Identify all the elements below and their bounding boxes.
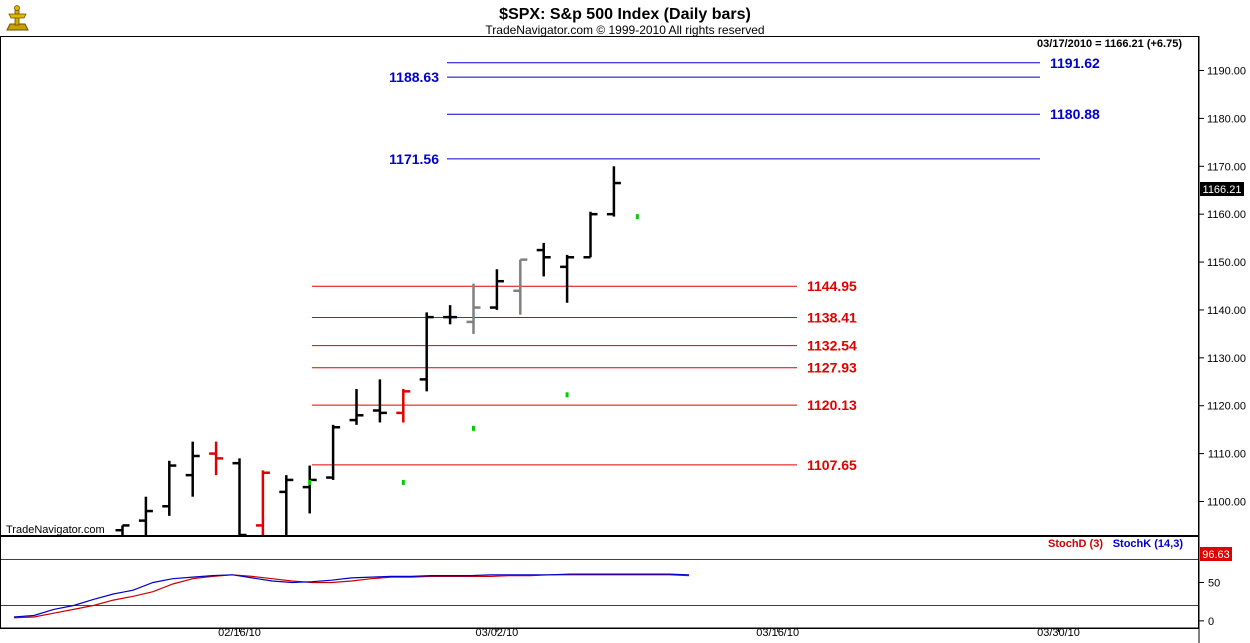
- price-tick-label: 1180.00: [1207, 113, 1246, 125]
- stoch-value-label: 96.63: [1202, 549, 1230, 561]
- stochastic-axis: 0 50: [1, 559, 1220, 628]
- date-tick-label: 03/16/10: [756, 627, 799, 639]
- trade-navigator-logo-icon: [4, 5, 30, 33]
- level-label: 1144.95: [807, 278, 857, 294]
- ohlc-bar: [255, 470, 270, 535]
- price-levels: 1191.62 1188.63 1180.88 1171.56 1144.95 1138.…: [312, 55, 1100, 473]
- chart-title: $SPX: S&p 500 Index (Daily bars): [499, 6, 751, 23]
- ohlc-bar: [372, 379, 387, 423]
- ohlc-bar: [279, 475, 294, 535]
- ohlc-bar: [209, 441, 224, 476]
- stoch-value-tag: 96.63: [1200, 547, 1232, 561]
- ohlc-bar: [513, 258, 528, 315]
- price-tick-label: 1150.00: [1207, 257, 1246, 269]
- ohlc-bar: [138, 496, 153, 535]
- date-tick-label: 03/02/10: [475, 627, 518, 639]
- plot-frame: [0, 36, 1199, 629]
- watermark-text: TradeNavigator.com: [6, 524, 105, 536]
- close-marker: [635, 214, 639, 220]
- last-price-label: 1166.21: [1203, 184, 1242, 196]
- stoch-tick-label: 0: [1208, 616, 1214, 628]
- date-tick-label: 02/16/10: [218, 627, 261, 639]
- price-tick-label: 1100.00: [1207, 496, 1246, 508]
- close-marker: [565, 392, 569, 398]
- level-label: 1171.56: [389, 151, 439, 167]
- close-marker: [472, 425, 475, 431]
- ohlc-bar: [349, 388, 364, 425]
- ohlc-bar: [489, 269, 504, 310]
- level-label: 1127.93: [807, 360, 857, 376]
- level-label: 1191.62: [1050, 55, 1100, 71]
- level-label: 1138.41: [807, 310, 857, 326]
- ohlc-bar: [419, 312, 434, 392]
- price-tick-label: 1130.00: [1207, 353, 1246, 365]
- level-label: 1120.13: [807, 397, 857, 413]
- date-axis: 02/16/10 03/02/10 03/16/10 03/30/10: [218, 627, 1080, 639]
- date-tick-label: 03/30/10: [1037, 627, 1080, 639]
- ohlc-bar: [443, 305, 458, 325]
- price-tick-label: 1120.00: [1207, 401, 1246, 413]
- price-tick-label: 1170.00: [1207, 161, 1246, 173]
- stochastic-lines: [13, 573, 690, 619]
- ohlc-bar: [606, 166, 621, 217]
- ohlc-bar: [536, 242, 551, 277]
- last-price-tag: 1166.21: [1200, 182, 1244, 196]
- ohlc-bar: [185, 441, 200, 497]
- ohlc-bar: [326, 424, 341, 480]
- close-marker: [401, 479, 405, 485]
- level-label: 1132.54: [807, 338, 857, 354]
- ohlc-bar: [583, 211, 598, 259]
- stoch-series-line: [13, 574, 690, 619]
- price-tick-label: 1190.00: [1207, 66, 1246, 78]
- legend-stochd: StochD (3): [1048, 538, 1103, 550]
- price-readout: 03/17/2010 = 1166.21 (+6.75): [1037, 38, 1182, 50]
- ohlc-bar: [115, 524, 130, 535]
- ohlc-bars: [115, 166, 621, 537]
- level-label: 1180.88: [1050, 106, 1100, 122]
- close-marker: [308, 479, 312, 485]
- stoch-tick-label: 50: [1208, 578, 1220, 590]
- close-markers: [308, 214, 639, 485]
- legend-stochk: StochK (14,3): [1113, 538, 1184, 550]
- price-tick-label: 1110.00: [1208, 449, 1246, 461]
- ohlc-bar: [162, 460, 177, 516]
- level-label: 1107.65: [807, 457, 857, 473]
- price-axis: 1100.00 1110.00 1120.00 1130.00 1140.00 1150.…: [1199, 66, 1246, 508]
- ohlc-bar: [466, 283, 481, 334]
- price-tick-label: 1140.00: [1207, 305, 1246, 317]
- ohlc-bar: [560, 254, 575, 303]
- ohlc-bar: [232, 458, 247, 537]
- level-label: 1188.63: [389, 69, 439, 85]
- ohlc-bar: [396, 388, 411, 423]
- price-tick-label: 1160.00: [1207, 209, 1246, 221]
- stoch-series-line: [13, 573, 690, 618]
- chart-subtitle: TradeNavigator.com © 1999-2010 All right…: [485, 23, 764, 37]
